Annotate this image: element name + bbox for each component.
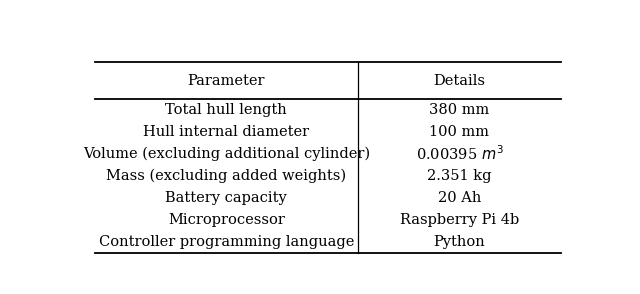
Text: Python: Python [433, 235, 485, 249]
Text: 2.351 kg: 2.351 kg [427, 169, 492, 183]
Text: 380 mm: 380 mm [429, 103, 490, 117]
Text: 20 Ah: 20 Ah [438, 191, 481, 205]
Text: Parameter: Parameter [188, 74, 265, 88]
Text: Mass (excluding added weights): Mass (excluding added weights) [106, 168, 346, 183]
Text: Battery capacity: Battery capacity [166, 191, 287, 205]
Text: Hull internal diameter: Hull internal diameter [143, 125, 309, 139]
Text: Volume (excluding additional cylinder): Volume (excluding additional cylinder) [83, 146, 370, 161]
Text: Microprocessor: Microprocessor [168, 213, 285, 227]
Text: Controller programming language: Controller programming language [99, 235, 354, 249]
Text: 100 mm: 100 mm [429, 125, 490, 139]
Text: 0.00395 $m^3$: 0.00395 $m^3$ [415, 144, 503, 163]
Text: Total hull length: Total hull length [166, 103, 287, 117]
Text: Details: Details [433, 74, 486, 88]
Text: Raspberry Pi 4b: Raspberry Pi 4b [400, 213, 519, 227]
